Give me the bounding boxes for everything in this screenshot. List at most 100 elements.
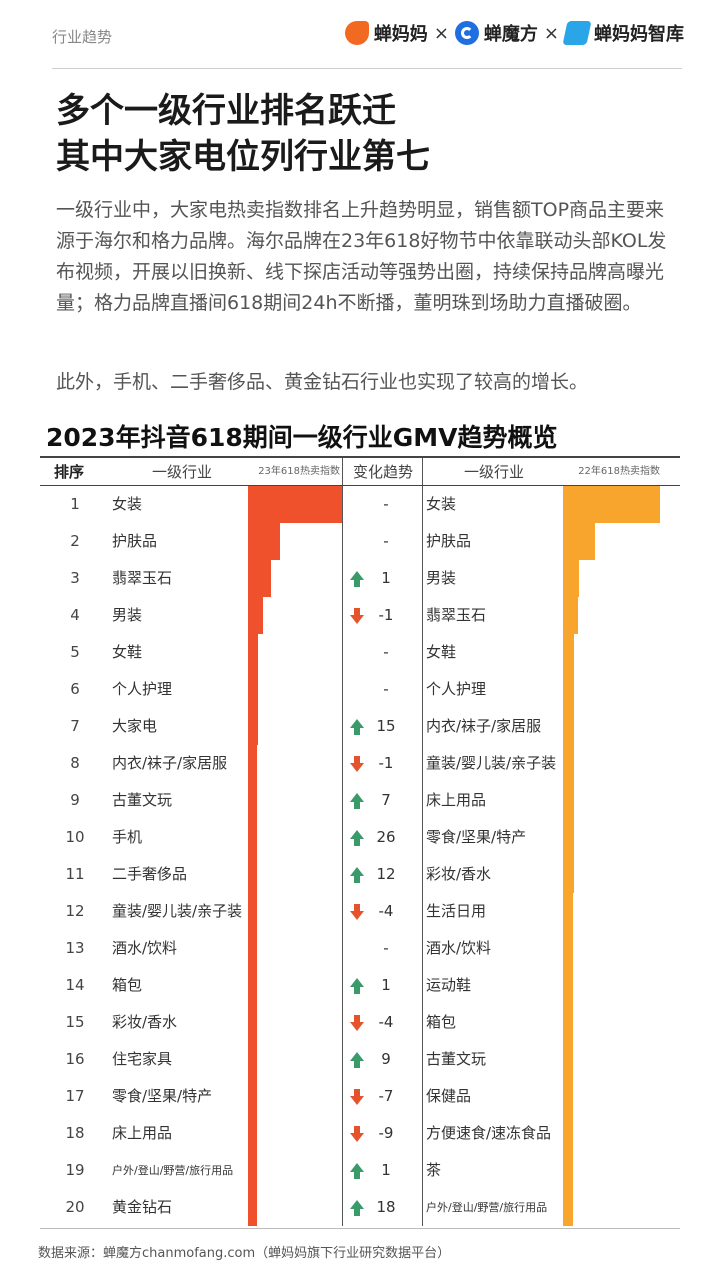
table-row: 7 大家电 15 内衣/袜子/家居服 [40,708,680,745]
index-22-bar [563,1004,573,1041]
table-row: 15 彩妆/香水 -4 箱包 [40,1004,680,1041]
data-source: 数据来源：蝉魔方chanmofang.com（蝉妈妈旗下行业研究数据平台） [38,1246,451,1261]
brand-chanmama-zhiku: 蝉妈妈智库 [562,20,684,46]
index-22-bar [563,856,574,893]
rank-label: 18 [65,1124,85,1142]
industry-22-label: 方便速食/速冻食品 [426,1124,552,1142]
industry-22-label: 女鞋 [426,643,457,661]
sky-wing-logo-icon [562,21,592,45]
table-row: 8 内衣/袜子/家居服 -1 童装/婴儿装/亲子装 [40,745,680,782]
trend-cell: -9 [344,1115,422,1152]
index-22-bar [563,1115,573,1152]
trend-cell: - [344,671,422,708]
rank-label: 8 [70,754,80,772]
header-rank: 排序 [54,463,85,481]
index-23-bar [248,560,271,597]
industry-22-label: 户外/登山/野营/旅行用品 [426,1201,548,1214]
trend-cell: 1 [344,1152,422,1189]
arrow-up-icon [350,978,364,994]
arrow-down-icon [350,1015,364,1031]
trend-cell: -7 [344,1078,422,1115]
trend-cell: 15 [344,708,422,745]
trend-value: -7 [378,1087,394,1105]
index-23-bar [248,597,264,634]
arrow-down-icon [350,1089,364,1105]
index-23-bar [248,671,259,708]
rank-label: 14 [65,976,85,994]
index-23-bar [248,1152,258,1189]
table-row: 2 护肤品 - 护肤品 [40,523,680,560]
index-23-bar [248,1004,258,1041]
rank-label: 12 [65,902,85,920]
industry-22-label: 零食/坚果/特产 [426,828,527,846]
index-23-bar [248,708,259,745]
index-22-bar [563,708,574,745]
table-row: 13 酒水/饮料 - 酒水/饮料 [40,930,680,967]
trend-cell: 12 [344,856,422,893]
orange-cicada-logo-icon [344,21,369,45]
industry-23-label: 大家电 [112,717,158,735]
trend-value: 12 [376,865,396,883]
rank-label: 4 [70,606,80,624]
column-divider [342,456,343,1226]
index-23-bar [248,745,258,782]
industry-22-label: 保健品 [426,1087,472,1105]
index-23-bar [248,819,258,856]
table-row: 10 手机 26 零食/坚果/特产 [40,819,680,856]
rank-label: 17 [65,1087,85,1105]
trend-value: 26 [376,828,396,846]
trend-value: -1 [378,606,394,624]
headline-line-1: 多个一级行业排名跃迁 [56,91,396,131]
industry-23-label: 翡翠玉石 [112,569,173,587]
brand-name: 蝉妈妈智库 [594,24,684,45]
index-23-bar [248,782,258,819]
index-23-bar [248,634,259,671]
arrow-up-icon [350,571,364,587]
table-row: 19 户外/登山/野营/旅行用品 1 茶 [40,1152,680,1189]
header-trend: 变化趋势 [352,463,413,481]
index-22-bar [563,819,574,856]
index-22-bar [563,782,574,819]
industry-23-label: 黄金钻石 [112,1198,173,1216]
arrow-up-icon [350,719,364,735]
trend-value: - [383,532,389,550]
table-row: 4 男装 -1 翡翠玉石 [40,597,680,634]
trend-cell: - [344,523,422,560]
industry-23-label: 床上用品 [112,1124,173,1142]
index-22-bar [563,634,574,671]
brand-name: 蝉妈妈 [373,24,428,45]
industry-22-label: 酒水/饮料 [426,939,492,957]
index-23-bar [248,1078,258,1115]
page-header: 行业趋势 蝉妈妈 × 蝉魔方 × 蝉妈妈智库 [0,0,720,70]
industry-22-label: 童装/婴儿装/亲子装 [426,754,557,772]
headline-line-2: 其中大家电位列行业第七 [56,137,430,177]
index-23-bar [248,1115,258,1152]
index-22-bar [563,930,573,967]
industry-22-label: 女装 [426,495,457,513]
index-22-bar [563,967,573,1004]
brand-chanmofang: 蝉魔方 [454,20,538,46]
footer-divider [40,1228,680,1229]
trend-cell: - [344,486,422,523]
index-23-bar [248,856,258,893]
industry-23-label: 零食/坚果/特产 [112,1087,213,1105]
body-paragraph-1: 一级行业中，大家电热卖指数排名上升趋势明显，销售额TOP商品主要来源于海尔和格力… [56,199,667,314]
arrow-up-icon [350,793,364,809]
brand-logos: 蝉妈妈 × 蝉魔方 × 蝉妈妈智库 [344,20,684,46]
rank-label: 11 [65,865,85,883]
industry-22-label: 古董文玩 [426,1050,487,1068]
trend-cell: 26 [344,819,422,856]
arrow-down-icon [350,1126,364,1142]
rank-label: 1 [70,495,80,513]
index-23-bar [248,930,258,967]
trend-cell: -1 [344,597,422,634]
trend-value: -9 [378,1124,394,1142]
table-row: 18 床上用品 -9 方便速食/速冻食品 [40,1115,680,1152]
trend-value: 7 [381,791,391,809]
table-row: 20 黄金钻石 18 户外/登山/野营/旅行用品 [40,1189,680,1226]
index-22-bar [563,523,595,560]
index-22-bar [563,893,573,930]
rank-label: 19 [65,1161,85,1179]
index-22-bar [563,597,578,634]
trend-cell: -4 [344,1004,422,1041]
